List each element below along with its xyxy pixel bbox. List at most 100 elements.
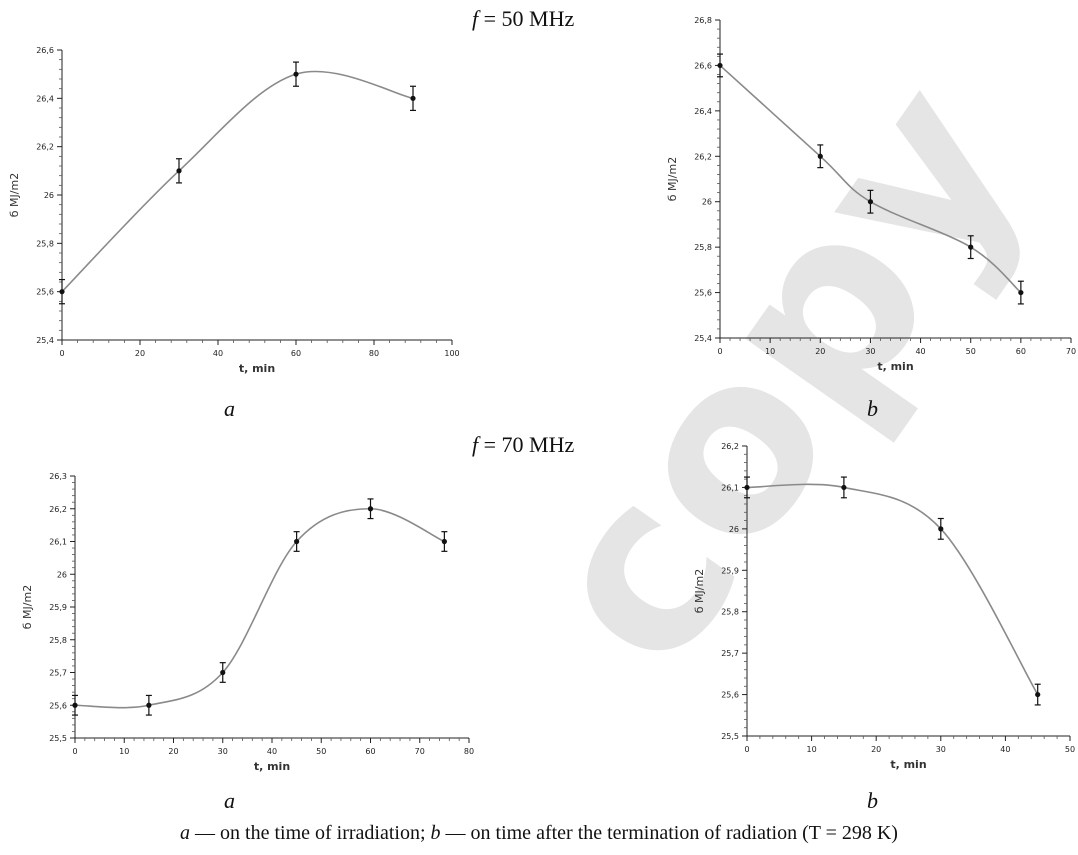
data-point [1035,691,1041,698]
frequency-symbol: f [472,432,479,457]
frequency-value: = 50 MHz [478,6,575,31]
y-axis-label: б MJ/m2 [21,585,34,629]
chart-50mhz-after-radiation: 0 10 20 30 40 50 60 70 25,4 25,6 25,8 26 26,2 26,4 26,… [666,16,1076,373]
caption-letter-a: a [180,822,191,844]
data-point [220,669,226,676]
y-tick-label: 25,6 [721,691,739,700]
x-tick-label: 60 [365,747,375,756]
x-tick-label: 20 [871,745,881,754]
y-tick-label: 26,2 [36,143,54,152]
y-tick-label: 26 [57,570,67,579]
x-tick-label: 10 [807,745,817,754]
x-axis-label: t, min [239,362,275,375]
x-tick-label: 0 [72,747,77,756]
y-tick-label: 25,8 [721,608,739,617]
y-axis-label: б MJ/m2 [8,173,21,217]
y-tick-label: 26 [702,198,712,207]
y-tick-label: 25,7 [721,649,739,658]
data-point [841,484,847,491]
y-axis-label: б MJ/m2 [666,157,679,201]
y-tick-label: 25,9 [49,603,67,612]
series-line [719,64,1022,294]
x-tick-label: 20 [815,347,825,356]
panel-letter-bottom-right: b [867,788,878,813]
x-tick-label: 30 [218,747,228,756]
caption-letter-b: b [430,822,441,844]
x-tick-label: 40 [915,347,925,356]
x-tick-label: 80 [369,349,379,358]
data-point [410,95,416,101]
y-tick-label: 25,9 [721,566,739,575]
x-tick-label: 0 [717,347,722,356]
data-point [867,199,874,205]
series-line [61,70,414,293]
frequency-symbol: f [472,6,479,31]
data-point [294,538,300,545]
y-tick-label: 25,4 [36,336,54,345]
x-tick-label: 0 [744,745,749,754]
x-tick-label: 10 [119,747,129,756]
data-point [817,153,823,159]
data-point [72,702,78,708]
y-tick-label: 26,2 [694,152,712,161]
y-tick-label: 25,8 [694,243,712,252]
x-tick-label: 70 [415,747,425,756]
data-point [717,62,723,69]
x-tick-label: 20 [135,349,145,358]
panel-letter-bottom-left: a [224,788,235,813]
y-tick-label: 26,2 [49,505,67,514]
y-tick-label: 26,3 [49,472,67,481]
x-tick-label: 60 [291,349,301,358]
x-axis-label: t, min [254,760,290,773]
frequency-heading-bottom: f = 70 MHz [472,432,574,458]
y-tick-label: 25,6 [36,288,54,297]
data-point [293,71,299,77]
y-tick-label: 25,5 [49,734,67,743]
y-tick-label: 25,4 [694,334,712,343]
x-tick-label: 20 [168,747,178,756]
x-axis-label: t, min [890,758,926,771]
x-tick-label: 50 [966,347,976,356]
data-point [968,244,974,250]
y-tick-label: 25,8 [36,239,54,248]
x-tick-label: 50 [316,747,326,756]
series-line [74,507,445,709]
chart-50mhz-irradiation: 0 20 40 60 80 100 25,4 25,6 25,8 26 26,2 26,4 26,6 t,… [8,46,460,375]
x-tick-label: 80 [464,747,474,756]
y-tick-label: 26 [729,525,739,534]
x-tick-label: 30 [865,347,875,356]
data-point [176,168,182,174]
data-point [59,289,65,295]
y-tick-label: 25,7 [49,669,67,678]
y-tick-label: 26,4 [36,94,54,103]
data-point [744,484,750,491]
panel-letter-top-right: b [867,396,878,421]
x-tick-label: 10 [765,347,775,356]
y-tick-label: 26,1 [721,483,739,492]
series-line [746,483,1039,695]
caption-text-b: — on time after the termination of radia… [440,822,898,844]
frequency-value: = 70 MHz [478,432,575,457]
panel-letter-top-left: a [224,396,235,421]
caption-text-a: — on the time of irradiation; [190,822,431,844]
x-tick-label: 40 [213,349,223,358]
x-axis-label: t, min [877,360,913,373]
x-tick-label: 100 [444,349,459,358]
y-axis-label: б MJ/m2 [693,569,706,613]
data-point [938,526,944,532]
x-tick-label: 50 [1065,745,1075,754]
x-tick-label: 70 [1066,347,1076,356]
y-tick-label: 26,6 [694,61,712,70]
figure-caption: a — on the time of irradiation; b — on t… [0,822,1078,845]
y-tick-label: 26 [44,191,54,200]
y-tick-label: 25,6 [49,701,67,710]
y-tick-label: 25,5 [721,732,739,741]
y-tick-label: 26,8 [694,16,712,25]
chart-70mhz-irradiation: 0 10 20 30 40 50 60 70 80 25,5 25,6 25,7 25,8 25,9 26 2… [21,472,474,773]
data-point [441,538,447,545]
y-tick-label: 26,1 [49,538,67,547]
y-tick-label: 26,6 [36,46,54,55]
y-tick-label: 25,6 [694,289,712,298]
data-point [367,506,374,512]
x-tick-label: 40 [267,747,277,756]
